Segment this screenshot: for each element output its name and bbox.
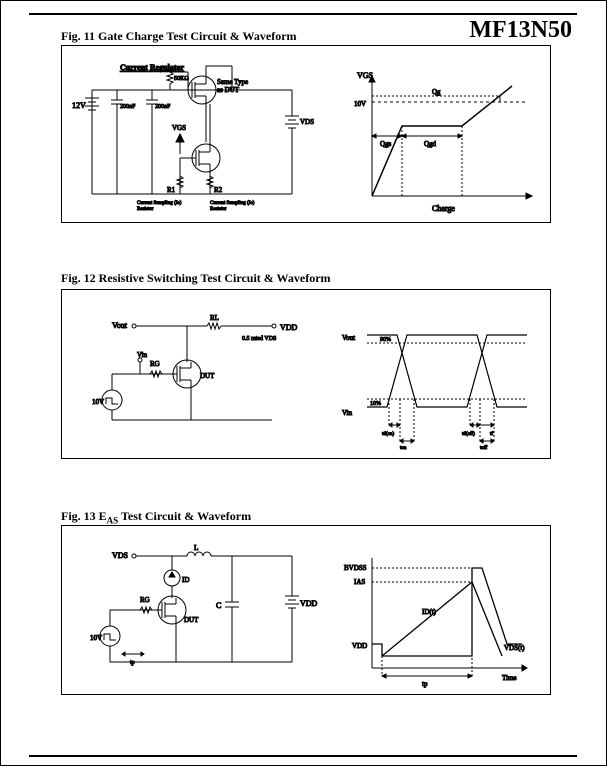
current-regulator-label: Current Regulator [120,63,185,72]
fig13-box: VDS L ID [61,525,551,695]
tdoff-label: td(off) [462,432,475,437]
charge-label: Charge [432,204,455,213]
v12-label: 12V [72,101,86,110]
dut-label2: DUT [184,616,199,624]
r2-desc: Current Sampling (Io) Resistor [210,201,256,212]
fig12-box: Vout RL VDD 0.5 rated VDS [61,289,551,459]
ton-label: ton [400,446,407,451]
part-number: MF13N50 [469,17,572,44]
r1-desc: Current Sampling (Io) Resistor [137,201,183,212]
vdd-label: VDD [280,323,298,332]
cap1-label: 200nF [120,104,136,110]
fig11-svg: Current Regulator 12V 200nF [62,46,552,224]
res50k-label: 50KΩ [174,76,189,82]
fig11-title: Fig. 11 Gate Charge Test Circuit & Wavef… [61,29,297,44]
c-label: C [216,601,221,610]
vdd-label2: VDD [300,599,318,608]
qgd-label: Qgd [424,140,437,148]
fig12-svg: Vout RL VDD 0.5 rated VDS [62,290,552,460]
fig13-svg: VDS L ID [62,526,552,696]
rg-label2: RG [140,596,150,604]
idt-label: ID(t) [422,608,437,616]
wave-vin: Vin [342,409,353,417]
dut-label: DUT [200,372,215,380]
qg-label: Qg [432,88,441,96]
vgs-probe: VGS [172,124,186,132]
bvdss-label: BVDSS [344,564,367,572]
vout-label: Vout [112,321,128,330]
page-frame: MF13N50 Fig. 11 Gate Charge Test Circuit… [0,0,607,766]
tdon-label: td(on) [382,432,395,437]
r2-label: R2 [214,186,223,194]
rl-label: RL [210,314,219,322]
ten-label: 10% [370,401,381,407]
vds-term: VDS [112,551,128,560]
ias-label: IAS [354,578,365,586]
bottom-rule [29,755,577,757]
dut-same-label: Same Type as DUT [217,78,250,94]
tenv-label2: 10V [90,634,102,642]
vdst-label: VDS(t) [504,644,525,652]
tp-wave: tp [422,680,428,688]
ninety-label: 90% [380,337,391,343]
wave-vout: Vout [342,334,355,342]
id-label: ID [182,576,189,584]
r1-label: R1 [167,186,176,194]
time-label: Time [502,674,517,682]
tenv-label: 10V [92,398,104,406]
vin-label: Vin [137,351,148,359]
fig11-box: Current Regulator 12V 200nF [61,45,551,223]
tp-label: tp [130,660,135,666]
vdd-wave: VDD [352,642,367,650]
fig13-title: Fig. 13 EAS Test Circuit & Waveform [61,509,251,525]
wave-10v: 10V [354,100,366,108]
vds-label: VDS [300,118,314,126]
toff-label: toff [480,446,487,451]
L-label: L [194,544,198,552]
tf-label: tf [490,432,493,437]
wave-vgs: VGS [357,71,373,80]
fig12-title: Fig. 12 Resistive Switching Test Circuit… [61,271,331,286]
rg-label: RG [150,360,160,368]
qgs-label: Qgs [380,140,392,148]
vdd-desc: 0.5 rated VDS [242,336,276,342]
cap2-label: 200nF [155,104,171,110]
